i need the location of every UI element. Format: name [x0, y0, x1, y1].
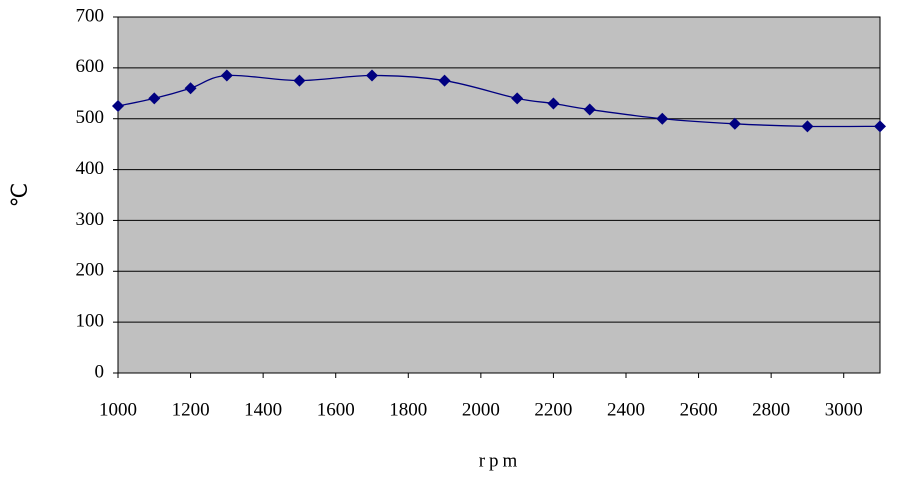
x-tick-label: 2400 [607, 399, 645, 420]
y-tick-label: 200 [76, 260, 105, 281]
marker [728, 117, 741, 130]
marker [293, 74, 306, 87]
y-tick-label: 400 [76, 158, 105, 179]
x-tick-label: 1000 [99, 399, 137, 420]
y-tick-label: 500 [76, 107, 105, 128]
x-axis-label: rpm [479, 450, 522, 471]
x-tick-label: 3000 [825, 399, 863, 420]
y-axis-label: ℃ [7, 183, 32, 208]
marker [438, 74, 451, 87]
x-tick-label: 1400 [244, 399, 282, 420]
y-tick-label: 600 [76, 56, 105, 77]
plot-border [117, 16, 881, 374]
x-tick-label: 2800 [752, 399, 790, 420]
marker [583, 103, 596, 116]
x-tick-label: 2000 [462, 399, 500, 420]
marker [874, 120, 886, 133]
marker [656, 112, 669, 125]
y-tick-label: 100 [76, 311, 105, 332]
marker [112, 100, 124, 112]
marker [184, 82, 197, 95]
x-tick-label: 1600 [317, 399, 355, 420]
marker [547, 97, 560, 110]
y-tick-label: 0 [95, 361, 105, 382]
plot-area [118, 17, 880, 373]
marker [511, 92, 524, 105]
x-tick-label: 1800 [389, 399, 427, 420]
x-tick-label: 2600 [680, 399, 718, 420]
marker [220, 69, 233, 82]
y-tick-label: 300 [76, 209, 105, 230]
marker [366, 69, 378, 82]
x-tick-label: 1200 [172, 399, 210, 420]
marker [801, 120, 814, 133]
y-tick-label: 700 [76, 5, 105, 26]
x-tick-label: 2200 [534, 399, 572, 420]
marker [148, 92, 161, 105]
